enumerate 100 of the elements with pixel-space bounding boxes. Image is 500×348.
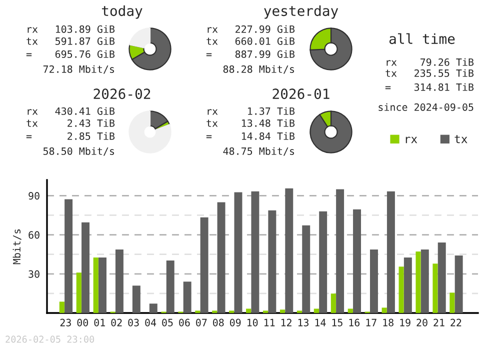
x-tick-label: 13 (298, 318, 308, 326)
bar (353, 209, 361, 313)
bar (200, 217, 208, 313)
bar (251, 191, 260, 313)
bar (450, 292, 455, 313)
text: = (26, 53, 32, 56)
text: 1.37 TiB (248, 107, 295, 115)
x-tick-label: 01 (94, 318, 105, 326)
text: 58.50 Mbit/s (43, 147, 114, 156)
x-tick-label: 05 (162, 318, 173, 326)
x-tick-label: 16 (349, 318, 360, 326)
x-tick-label: 06 (179, 318, 190, 326)
chart-title: yesterday (264, 5, 338, 19)
text: tx (386, 70, 397, 77)
x-tick-label: 17 (366, 318, 376, 326)
text: rx (28, 27, 38, 33)
text: 2.85 TiB (68, 132, 115, 140)
bar (166, 260, 174, 313)
bar (132, 286, 140, 313)
bar (76, 272, 82, 313)
y-tick-label: 60 (28, 231, 40, 239)
text: 314.81 TiB (414, 83, 474, 91)
bar (404, 257, 412, 313)
bar (319, 211, 328, 313)
text: rx (208, 109, 218, 115)
bar (280, 310, 286, 313)
bar (454, 255, 463, 313)
text: tx (206, 38, 218, 45)
text: = (385, 86, 391, 90)
text: all time (389, 33, 455, 44)
x-tick-label: 21 (434, 318, 444, 326)
x-tick-label: 12 (281, 318, 292, 326)
donut-slice (131, 28, 172, 70)
x-tick-label: 14 (315, 318, 326, 326)
x-tick-label: 04 (145, 318, 156, 326)
bar (302, 225, 310, 313)
text: = (206, 53, 212, 56)
text: 695.76 GiB (55, 50, 115, 58)
bar (438, 242, 446, 313)
text: 13.48 TiB (242, 119, 295, 127)
bar (82, 222, 90, 313)
bar (115, 250, 124, 313)
text: rx (28, 109, 38, 115)
text: tx (26, 120, 38, 127)
x-tick-label: 09 (230, 318, 241, 326)
x-tick-label: 02 (111, 318, 122, 326)
text: tx (206, 120, 218, 127)
donut-slice (310, 28, 352, 70)
chart-title: 2026-01 (272, 88, 330, 100)
legend-label: rx (406, 136, 418, 144)
x-tick-label: 18 (383, 318, 394, 326)
donut-slice (128, 110, 172, 154)
text: = (206, 135, 212, 138)
bar (93, 257, 98, 313)
text: 2.43 TiB (68, 119, 115, 127)
y-tick-label: 90 (28, 192, 40, 200)
x-tick-label: 22 (450, 318, 462, 326)
text: 14.84 TiB (242, 132, 295, 140)
chart-title: today (102, 5, 142, 19)
donut-slice (310, 110, 352, 154)
x-tick-label: 07 (196, 318, 207, 326)
bar (268, 210, 276, 313)
text: 48.75 Mbit/s (223, 147, 294, 156)
text: = (26, 135, 32, 138)
bar (382, 308, 387, 313)
x-tick-label: 08 (213, 318, 224, 326)
text: 591.87 GiB (55, 37, 115, 45)
bar (330, 294, 336, 313)
text: 235.55 TiB (414, 69, 474, 77)
bar (416, 251, 421, 313)
x-tick-label: 19 (400, 318, 410, 326)
x-tick-label: 23 (60, 318, 71, 326)
bar (386, 191, 395, 313)
bar (64, 199, 73, 313)
text: rx (386, 60, 397, 66)
y-axis-title: Mbit/s (12, 229, 22, 264)
text: 88.28 Mbit/s (223, 65, 294, 74)
chart-title: 2026-02 (94, 88, 150, 100)
y-tick-label: 30 (28, 270, 40, 278)
bar (149, 304, 158, 313)
text: tx (26, 38, 38, 45)
text: 660.01 GiB (235, 37, 295, 45)
bar (234, 192, 242, 313)
bar (420, 250, 429, 313)
bar (370, 250, 378, 313)
legend-label: tx (454, 135, 468, 144)
bar (246, 308, 252, 313)
donut-slice (129, 28, 151, 48)
bar (217, 202, 226, 313)
bar (398, 266, 404, 313)
bar (314, 308, 320, 313)
text: rx (208, 27, 218, 33)
text: 227.99 GiB (236, 25, 295, 33)
x-tick-label: 20 (416, 318, 428, 326)
text: 887.99 GiB (235, 50, 295, 58)
bar (285, 188, 294, 313)
bar (336, 189, 344, 313)
text: since 2024-09-05 (378, 103, 474, 111)
x-tick-label: 11 (264, 318, 275, 326)
bar (98, 257, 106, 313)
